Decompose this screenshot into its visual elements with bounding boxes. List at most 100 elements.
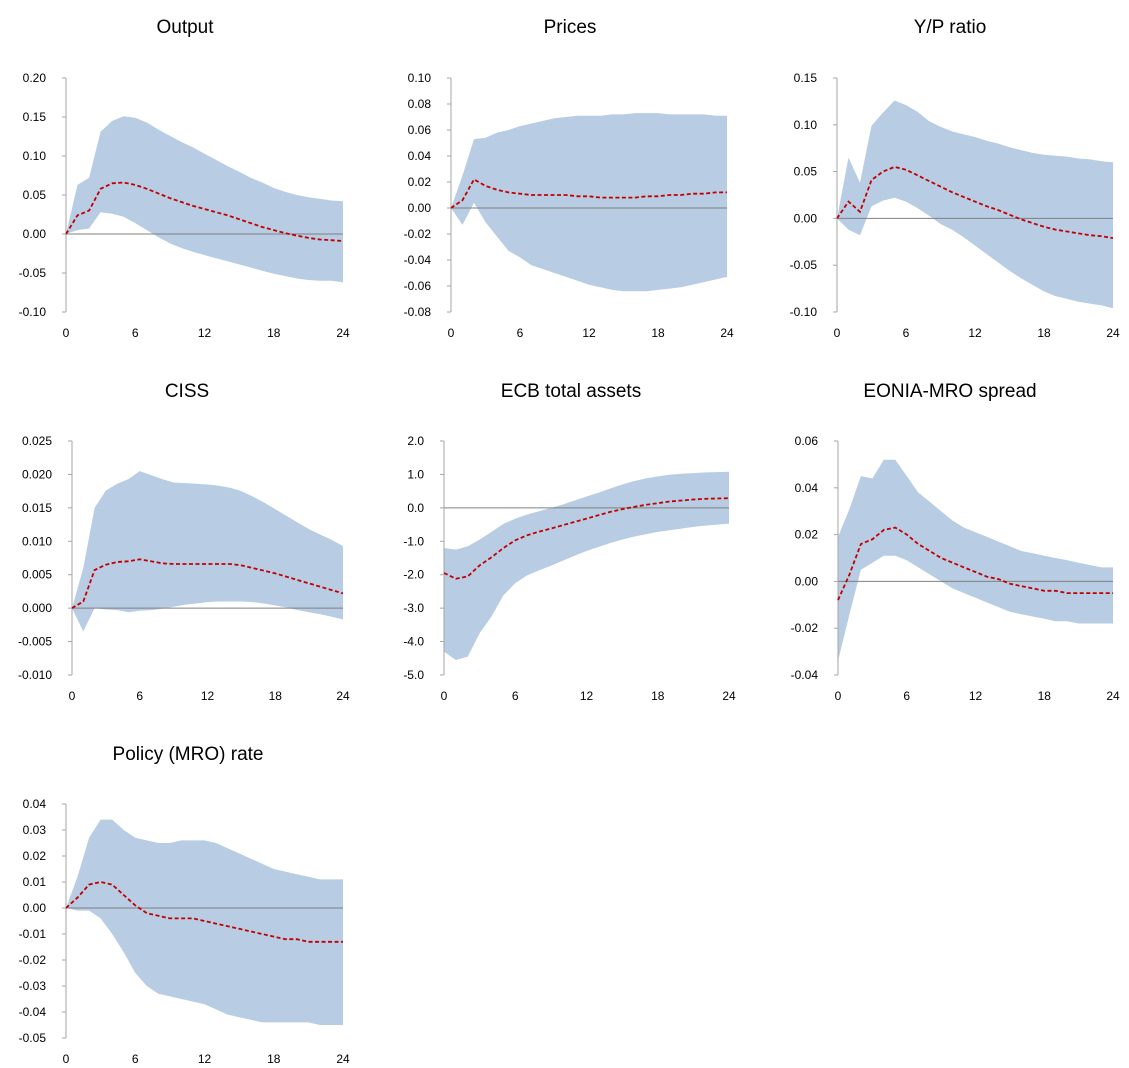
x-tick-label: 18 <box>1037 326 1051 340</box>
x-tick-label: 12 <box>198 326 212 340</box>
y-tick-label: 0.06 <box>408 123 432 137</box>
confidence-band <box>838 459 1113 661</box>
x-tick-label: 12 <box>198 1052 212 1066</box>
y-tick-label: -2.0 <box>403 568 424 582</box>
median-response-line <box>71 558 344 609</box>
x-tick-label: 6 <box>132 1052 139 1066</box>
confidence-band <box>444 471 729 660</box>
y-tick-label: -0.02 <box>19 953 47 967</box>
y-tick-label: 0.010 <box>22 534 52 548</box>
x-tick-label: 24 <box>720 326 734 340</box>
y-tick-label: 0.10 <box>408 71 432 85</box>
y-tick-label: -0.01 <box>19 927 47 941</box>
chart-title: Output <box>156 17 214 38</box>
y-tick-label: 0.08 <box>408 97 432 111</box>
y-tick-label: -0.05 <box>790 258 818 272</box>
chart-title: CISS <box>165 381 209 402</box>
y-tick-label: 0.04 <box>795 481 819 495</box>
chart-title: Prices <box>544 17 597 38</box>
y-tick-label: 0.04 <box>408 149 432 163</box>
y-tick-label: 0.0 <box>407 501 424 515</box>
x-tick-label: 12 <box>580 689 594 703</box>
x-tick-label: 18 <box>269 689 283 703</box>
x-tick-label: 18 <box>267 326 281 340</box>
y-tick-label: 0.015 <box>22 501 52 515</box>
chart-panel-6: EONIA-MRO spread 0.06 0.04 0.02 0.00 -0.02 -0.… <box>791 381 1120 703</box>
chart-panel-7: Policy (MRO) rate 0.04 0.03 0.02 0.01 0.00 -0.… <box>19 744 350 1066</box>
x-tick-label: 24 <box>336 689 350 703</box>
x-tick-label: 0 <box>63 1052 70 1066</box>
x-tick-label: 24 <box>1106 689 1120 703</box>
x-tick-label: 18 <box>267 1052 281 1066</box>
x-tick-label: 24 <box>1106 326 1120 340</box>
y-tick-label: -0.03 <box>19 979 47 993</box>
y-tick-label: 0.06 <box>795 434 819 448</box>
x-tick-label: 24 <box>336 326 350 340</box>
x-tick-label: 6 <box>136 689 143 703</box>
y-tick-label: 0.005 <box>22 568 52 582</box>
y-tick-label: -0.04 <box>19 1005 47 1019</box>
y-tick-label: -0.02 <box>791 621 819 635</box>
x-tick-label: 24 <box>336 1052 350 1066</box>
y-tick-label: 0.05 <box>23 188 47 202</box>
y-tick-label: 0.05 <box>794 165 818 179</box>
confidence-band <box>66 819 343 1025</box>
y-tick-label: 0.02 <box>795 528 819 542</box>
x-tick-label: 6 <box>132 326 139 340</box>
y-tick-label: -0.04 <box>791 668 819 682</box>
median-response-line <box>450 178 727 209</box>
y-tick-label: -0.05 <box>19 266 47 280</box>
x-tick-label: 12 <box>968 326 982 340</box>
y-tick-label: 0.020 <box>22 467 52 481</box>
y-tick-label: 0.000 <box>22 601 52 615</box>
confidence-band <box>837 100 1113 309</box>
y-tick-label: -0.10 <box>19 305 47 319</box>
chart-title: Policy (MRO) rate <box>113 744 264 765</box>
median-response-line <box>65 881 343 943</box>
x-tick-label: 0 <box>63 326 70 340</box>
confidence-band <box>72 471 343 632</box>
x-tick-label: 6 <box>517 326 524 340</box>
x-tick-label: 18 <box>651 689 665 703</box>
y-tick-label: 0.00 <box>795 574 819 588</box>
x-tick-label: 6 <box>903 689 910 703</box>
y-tick-label: 0.15 <box>794 71 818 85</box>
y-tick-label: 0.00 <box>23 227 47 241</box>
chart-title: ECB total assets <box>501 381 641 402</box>
y-tick-label: 0.10 <box>23 149 47 163</box>
x-tick-label: 12 <box>969 689 983 703</box>
y-tick-label: 0.00 <box>408 201 432 215</box>
x-tick-label: 6 <box>903 326 910 340</box>
median-response-line <box>837 526 1113 601</box>
y-tick-label: -0.04 <box>404 253 432 267</box>
x-tick-label: 18 <box>651 326 665 340</box>
y-tick-label: -0.02 <box>404 227 432 241</box>
chart-title: EONIA-MRO spread <box>863 381 1036 402</box>
chart-panel-4: CISS 0.025 0.020 0.015 0.010 0.005 0.000 -0.005… <box>18 381 350 703</box>
x-tick-label: 0 <box>69 689 76 703</box>
x-tick-label: 0 <box>441 689 448 703</box>
y-tick-label: -0.05 <box>19 1031 47 1045</box>
chart-title: Y/P ratio <box>914 17 987 38</box>
x-tick-label: 24 <box>722 689 736 703</box>
y-tick-label: 0.15 <box>23 110 47 124</box>
chart-panel-2: Prices 0.10 0.08 0.06 0.04 0.02 0.00 -0.02 -0.04… <box>404 17 734 340</box>
y-tick-label: -4.0 <box>403 635 424 649</box>
y-tick-label: 0.20 <box>23 71 47 85</box>
chart-panel-3: Y/P ratio 0.15 0.10 0.05 0.00 -0.05 -0.10 0 6 12 1… <box>790 17 1120 340</box>
y-tick-label: 2.0 <box>407 434 424 448</box>
x-tick-label: 0 <box>448 326 455 340</box>
x-tick-label: 0 <box>835 689 842 703</box>
median-response-line <box>65 181 344 242</box>
y-tick-label: 0.10 <box>794 118 818 132</box>
confidence-band <box>451 113 727 292</box>
x-tick-label: 12 <box>582 326 596 340</box>
y-tick-label: 0.01 <box>23 875 47 889</box>
y-tick-label: 0.04 <box>23 797 47 811</box>
y-tick-label: 0.00 <box>23 901 47 915</box>
y-tick-label: -5.0 <box>403 668 424 682</box>
y-tick-label: -0.010 <box>18 668 52 682</box>
x-tick-label: 12 <box>201 689 215 703</box>
y-tick-label: -1.0 <box>403 534 424 548</box>
median-response-line <box>836 165 1114 239</box>
